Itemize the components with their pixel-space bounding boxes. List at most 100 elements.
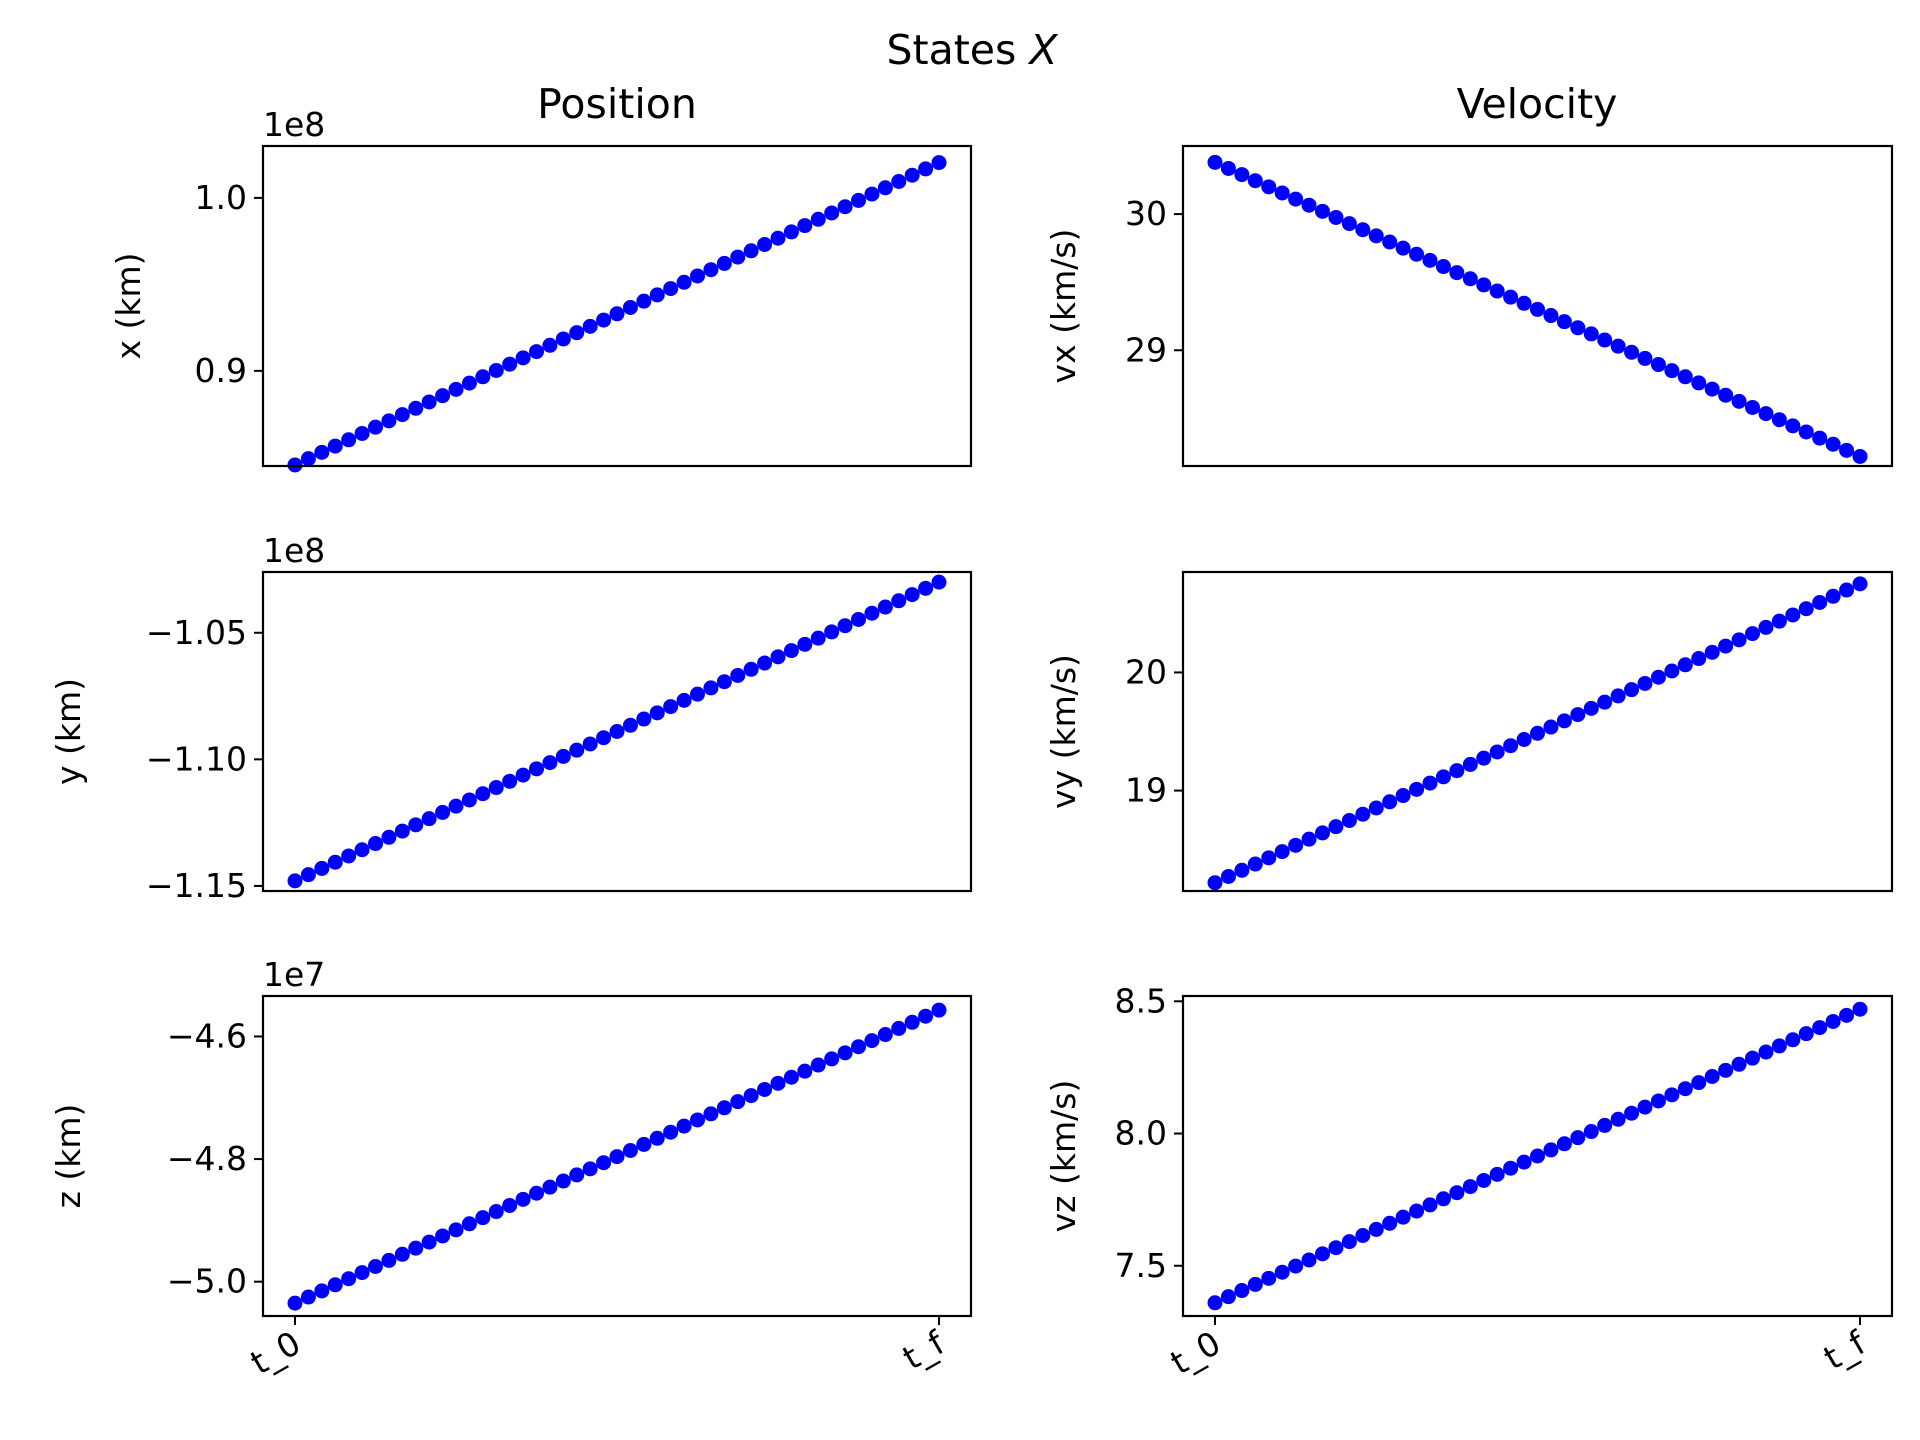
data-point-vy [1368,800,1384,816]
data-point-vy [1664,663,1680,679]
data-point-vy [1395,788,1411,804]
data-point-z [569,1167,585,1183]
data-point-vz [1677,1081,1693,1097]
data-point-vy [1704,644,1720,660]
x-tick-label-vz: t_f [1817,1322,1873,1377]
data-point-y [837,618,853,634]
data-point-vx [1731,393,1747,409]
data-point-y [394,823,410,839]
data-point-vz [1368,1221,1384,1237]
data-point-vz [1530,1148,1545,1164]
data-point-x [904,167,920,183]
data-point-vx [1677,369,1693,385]
data-point-vx [1771,412,1787,428]
data-point-z [649,1130,665,1146]
data-point-vz [1207,1295,1223,1311]
data-point-x [569,325,585,341]
data-point-z [475,1210,491,1226]
data-point-z [555,1173,571,1189]
data-point-y [368,836,383,852]
data-point-x [488,362,504,378]
data-point-vy [1409,781,1425,797]
data-point-x [515,350,531,366]
data-point-y [542,755,558,771]
data-point-vx [1637,350,1653,366]
data-point-vy [1274,844,1290,860]
axes-frame-y [261,570,973,893]
data-point-z [341,1271,357,1287]
data-point-vz [1610,1111,1626,1127]
data-point-vy [1677,657,1693,673]
y-axis-label-x: x (km) [109,252,148,359]
y-tick-label-vy: 19 [1125,771,1167,810]
axes-frame-z [261,994,973,1318]
data-point-x [327,438,343,454]
data-point-x [394,407,410,423]
data-point-vx [1543,308,1559,324]
y-axis-label-vz: vz (km/s) [1044,1080,1083,1233]
data-point-vy [1516,731,1532,747]
data-point-z [609,1149,625,1165]
data-point-vx [1382,234,1398,250]
data-point-vx [1570,320,1586,336]
data-point-vz [1409,1203,1425,1219]
data-point-y [609,724,625,739]
data-point-y [596,730,612,746]
data-point-y [649,705,665,721]
data-point-vy [1624,682,1640,698]
y-tick-label-y: −1.05 [146,613,247,652]
data-point-y [529,761,544,777]
data-point-x [314,444,330,460]
data-point-vy [1207,875,1223,891]
data-point-x [622,299,638,315]
y-tick-label-vx: 29 [1125,330,1167,369]
data-point-z [743,1088,759,1104]
data-point-y [730,667,746,683]
data-point-vz [1395,1209,1411,1225]
data-point-vx [1691,375,1707,391]
data-point-vx [1825,436,1841,452]
data-point-x [797,218,813,234]
data-point-vy [1650,669,1666,685]
data-point-vx [1341,216,1357,232]
data-point-vy [1315,825,1330,841]
data-point-z [636,1136,652,1152]
data-point-vz [1718,1062,1734,1078]
data-point-y [797,636,813,652]
data-point-vy [1449,763,1465,779]
data-point-vx [1704,381,1720,397]
data-point-y [502,773,518,789]
data-point-vy [1691,651,1707,667]
data-point-z [918,1008,934,1024]
data-point-z [488,1204,504,1220]
data-point-z [368,1258,383,1274]
data-point-vx [1368,228,1384,244]
data-point-x [609,306,625,322]
data-point-vz [1288,1258,1304,1274]
data-point-x [931,155,947,171]
data-point-vy [1583,700,1599,716]
data-point-vz [1839,1007,1855,1023]
data-point-x [649,287,665,303]
data-point-y [555,748,571,764]
data-point-vx [1583,326,1599,342]
data-point-vz [1771,1038,1787,1054]
data-point-vz [1758,1044,1774,1060]
data-point-x [783,224,799,240]
data-point-vx [1745,399,1760,415]
data-point-vx [1624,344,1640,360]
data-point-z [783,1069,799,1085]
data-point-z [824,1051,840,1067]
data-point-z [730,1094,746,1110]
data-point-vy [1771,613,1787,629]
data-point-vy [1785,607,1801,623]
data-point-vx [1503,289,1519,305]
data-point-x [381,413,397,429]
y-axis-label-vx: vx (km/s) [1044,229,1083,384]
data-point-vy [1637,675,1653,691]
data-point-vx [1247,173,1263,189]
data-point-vz [1825,1013,1841,1029]
data-point-z [394,1246,410,1262]
data-point-x [354,425,370,441]
